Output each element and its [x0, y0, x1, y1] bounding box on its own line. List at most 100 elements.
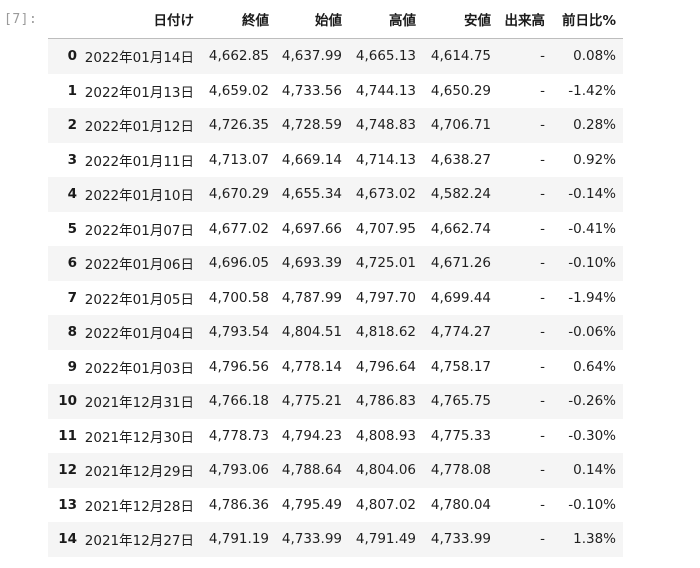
column-high-header: 高値: [349, 0, 423, 39]
close-cell: 4,700.58: [208, 289, 269, 306]
close-cell: 4,791.19: [208, 531, 269, 548]
volume-cell: -: [540, 82, 545, 99]
row-index: 7: [67, 289, 77, 306]
row-index: 9: [67, 358, 77, 375]
table-row: 14 2021年12月27日 4,791.19 4,733.99 4,791.49 4,7…: [48, 522, 623, 557]
close-cell: 4,786.36: [208, 496, 269, 513]
date-cell: 2022年01月10日: [84, 188, 194, 205]
high-cell: 4,673.02: [355, 186, 416, 203]
date-cell: 2022年01月13日: [84, 84, 194, 101]
volume-cell: -: [540, 117, 545, 134]
high-cell: 4,707.95: [355, 220, 416, 237]
close-cell: 4,713.07: [208, 151, 269, 168]
high-cell: 4,786.83: [355, 393, 416, 410]
row-index: 1: [67, 82, 77, 99]
volume-cell: -: [540, 324, 545, 341]
close-cell: 4,659.02: [208, 82, 269, 99]
high-cell: 4,714.13: [355, 151, 416, 168]
date-cell: 2022年01月11日: [84, 153, 194, 170]
open-cell: 4,788.64: [281, 462, 342, 479]
column-index-header: [48, 0, 84, 39]
row-index: 11: [58, 427, 77, 444]
table-row: 11 2021年12月30日 4,778.73 4,794.23 4,808.93 4,7…: [48, 419, 623, 454]
table-row: 2 2022年01月12日 4,726.35 4,728.59 4,748.83 4,70…: [48, 108, 623, 143]
volume-cell: -: [540, 220, 545, 237]
date-cell: 2021年12月31日: [84, 395, 194, 412]
change-cell: -0.41%: [568, 220, 616, 237]
close-cell: 4,696.05: [208, 255, 269, 272]
dataframe-output: 日付け 終値 始値 高値 安値 出来高 前日比% 0 2022年01月14日 4,662.85 4…: [48, 0, 628, 568]
low-cell: 4,706.71: [430, 117, 491, 134]
row-index: 8: [67, 324, 77, 341]
row-index: 12: [58, 462, 77, 479]
row-index: 13: [58, 496, 77, 513]
change-cell: -1.94%: [568, 289, 616, 306]
change-cell: -0.06%: [568, 324, 616, 341]
open-cell: 4,697.66: [281, 220, 342, 237]
change-cell: -0.10%: [568, 255, 616, 272]
column-open-header: 始値: [276, 0, 349, 39]
close-cell: 4,778.73: [208, 427, 269, 444]
volume-cell: -: [540, 289, 545, 306]
open-cell: 4,778.14: [281, 358, 342, 375]
high-cell: 4,665.13: [355, 48, 416, 65]
close-cell: 4,793.06: [208, 462, 269, 479]
change-cell: 0.28%: [573, 117, 616, 134]
table-body: 0 2022年01月14日 4,662.85 4,637.99 4,665.13 4,61…: [48, 38, 623, 568]
table-row: 3 2022年01月11日 4,713.07 4,669.14 4,714.13 4,63…: [48, 143, 623, 178]
date-cell: 2021年12月30日: [84, 429, 194, 446]
table-row: 13 2021年12月28日 4,786.36 4,795.49 4,807.02 4,7…: [48, 488, 623, 523]
low-cell: 4,582.24: [430, 186, 491, 203]
change-cell: -0.14%: [568, 186, 616, 203]
high-cell: 4,807.02: [355, 496, 416, 513]
row-index: 6: [67, 255, 77, 272]
empty-cell: [48, 557, 84, 568]
change-cell: -0.26%: [568, 393, 616, 410]
empty-cell: [84, 557, 201, 568]
empty-cell: [552, 557, 623, 568]
change-cell: 1.38%: [573, 531, 616, 548]
date-cell: 2021年12月28日: [84, 498, 194, 515]
volume-cell: -: [540, 496, 545, 513]
table-row: 1 2022年01月13日 4,659.02 4,733.56 4,744.13 4,65…: [48, 74, 623, 109]
low-cell: 4,778.08: [430, 462, 491, 479]
open-cell: 4,795.49: [281, 496, 342, 513]
row-index: 0: [67, 48, 77, 65]
header-row: 日付け 終値 始値 高値 安値 出来高 前日比%: [48, 0, 623, 39]
low-cell: 4,662.74: [430, 220, 491, 237]
row-index: 14: [58, 531, 77, 548]
open-cell: 4,637.99: [281, 48, 342, 65]
table-row: 4 2022年01月10日 4,670.29 4,655.34 4,673.02 4,58…: [48, 177, 623, 212]
open-cell: 4,794.23: [281, 427, 342, 444]
table-row: 10 2021年12月31日 4,766.18 4,775.21 4,786.83 4,7…: [48, 384, 623, 419]
high-cell: 4,744.13: [355, 82, 416, 99]
column-volume-header: 出来高: [498, 0, 552, 39]
high-cell: 4,818.62: [355, 324, 416, 341]
close-cell: 4,796.56: [208, 358, 269, 375]
date-cell: 2022年01月06日: [84, 257, 194, 274]
high-cell: 4,808.93: [355, 427, 416, 444]
close-cell: 4,662.85: [208, 48, 269, 65]
column-low-header: 安値: [423, 0, 498, 39]
high-cell: 4,748.83: [355, 117, 416, 134]
low-cell: 4,638.27: [430, 151, 491, 168]
empty-cell: [423, 557, 498, 568]
high-cell: 4,725.01: [355, 255, 416, 272]
low-cell: 4,671.26: [430, 255, 491, 272]
high-cell: 4,791.49: [355, 531, 416, 548]
open-cell: 4,693.39: [281, 255, 342, 272]
volume-cell: -: [540, 462, 545, 479]
cell-prompt: [7]:: [4, 12, 38, 27]
date-cell: 2022年01月07日: [84, 222, 194, 239]
column-change-header: 前日比%: [552, 0, 623, 39]
empty-cell: [498, 557, 552, 568]
table-row: 6 2022年01月06日 4,696.05 4,693.39 4,725.01 4,67…: [48, 246, 623, 281]
table-row: 0 2022年01月14日 4,662.85 4,637.99 4,665.13 4,61…: [48, 38, 623, 74]
row-index: 4: [67, 186, 77, 203]
change-cell: 0.08%: [573, 48, 616, 65]
change-cell: 0.92%: [573, 151, 616, 168]
table-row: 8 2022年01月04日 4,793.54 4,804.51 4,818.62 4,77…: [48, 315, 623, 350]
table-row: 12 2021年12月29日 4,793.06 4,788.64 4,804.06 4,7…: [48, 453, 623, 488]
low-cell: 4,775.33: [430, 427, 491, 444]
low-cell: 4,774.27: [430, 324, 491, 341]
